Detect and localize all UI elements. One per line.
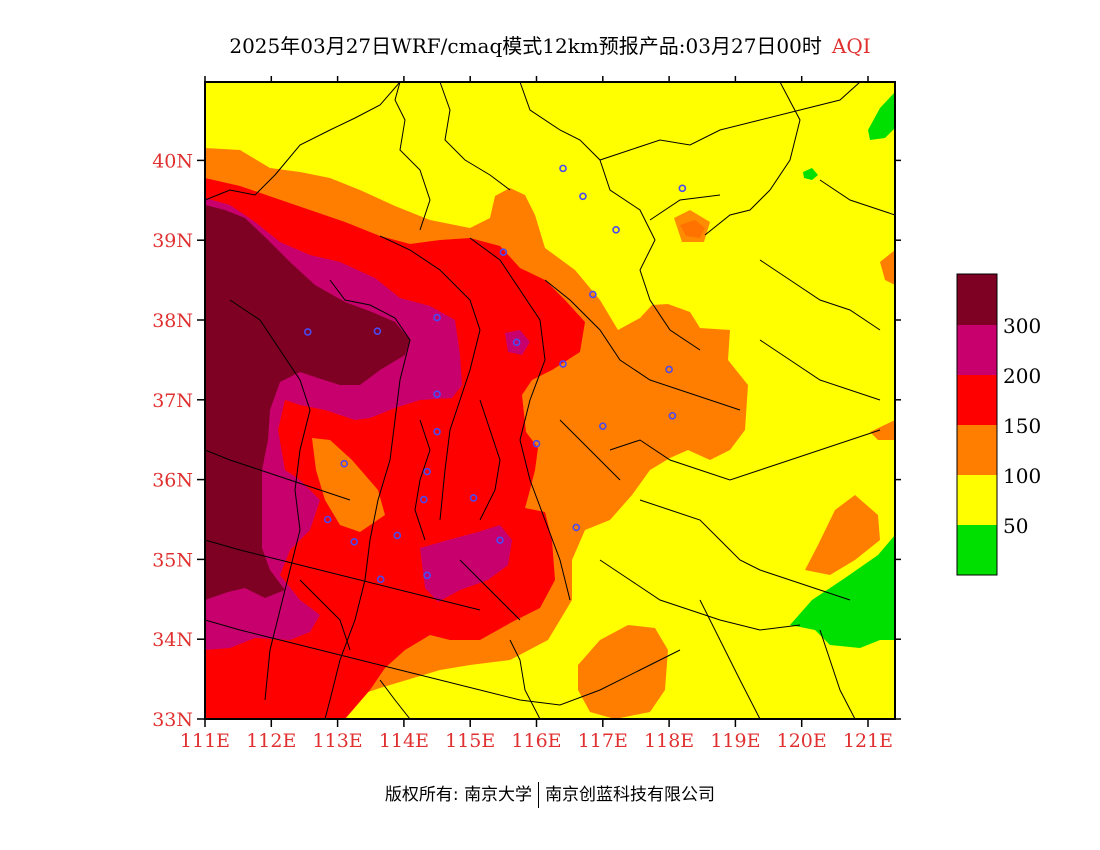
lon-label-118: 118E bbox=[644, 730, 694, 752]
legend-swatch-purple bbox=[957, 325, 997, 375]
legend-swatch-yellow bbox=[957, 475, 997, 525]
station-marker-24 bbox=[496, 536, 504, 545]
lon-label-112: 112E bbox=[246, 730, 296, 752]
aqi-zone-maroon bbox=[205, 205, 410, 600]
station-marker-18 bbox=[423, 467, 431, 476]
station-marker-0 bbox=[559, 164, 567, 173]
map-title: 2025年03月27日WRF/cmaq模式12km预报产品:03月27日00时 A… bbox=[0, 30, 1100, 59]
station-marker-16 bbox=[532, 439, 541, 448]
legend-label-50: 50 bbox=[1003, 514, 1028, 538]
station-marker-23 bbox=[350, 538, 358, 546]
aqi-legend: 300 200 150 100 50 bbox=[956, 273, 1041, 576]
lon-label-119: 119E bbox=[710, 730, 760, 752]
station-marker-4 bbox=[499, 248, 508, 256]
station-marker-7 bbox=[303, 328, 312, 336]
station-marker-26 bbox=[423, 571, 431, 580]
lat-label-35: 35N bbox=[152, 549, 193, 571]
legend-swatch-red bbox=[957, 375, 997, 425]
station-marker-10 bbox=[559, 360, 567, 368]
station-marker-20 bbox=[469, 494, 478, 502]
lat-label-36: 36N bbox=[152, 470, 193, 492]
lon-label-120: 120E bbox=[777, 730, 827, 752]
legend-frame bbox=[956, 273, 998, 576]
station-marker-5 bbox=[589, 290, 597, 299]
aqi-zone-green-3 bbox=[803, 168, 818, 180]
station-marker-8 bbox=[373, 327, 382, 335]
copyright-org2: 南京创蓝科技有限公司 bbox=[545, 785, 716, 805]
station-marker-21 bbox=[323, 515, 332, 524]
lon-label-121: 121E bbox=[843, 730, 893, 752]
lon-label-114: 114E bbox=[379, 730, 429, 752]
legend-label-300: 300 bbox=[1003, 314, 1041, 338]
copyright-org1: 南京大学 bbox=[464, 785, 533, 805]
lat-label-40: 40N bbox=[152, 150, 193, 172]
copyright-footer: 版权所有: 南京大学 南京创蓝科技有限公司 bbox=[0, 780, 1100, 808]
lon-label-116: 116E bbox=[511, 730, 561, 752]
station-marker-3 bbox=[612, 226, 620, 234]
legend-swatch-maroon bbox=[957, 274, 997, 325]
aqi-zone-purple-inner-1 bbox=[420, 525, 512, 602]
lon-label-117: 117E bbox=[578, 730, 628, 752]
station-marker-2 bbox=[678, 184, 687, 193]
station-marker-22 bbox=[393, 531, 402, 540]
station-marker-1 bbox=[579, 192, 587, 201]
station-marker-27 bbox=[376, 575, 385, 584]
admin-boundaries bbox=[205, 82, 895, 719]
aqi-zone-orange-south bbox=[578, 625, 668, 719]
title-main: 2025年03月27日WRF/cmaq模式12km预报产品:03月27日00时 bbox=[229, 34, 822, 58]
legend-swatch-green bbox=[957, 525, 997, 575]
lat-label-37: 37N bbox=[152, 390, 193, 412]
aqi-zone-orange-edge2 bbox=[870, 420, 895, 440]
lat-label-33: 33N bbox=[152, 709, 193, 731]
title-variable: AQI bbox=[831, 34, 871, 58]
station-markers bbox=[303, 164, 687, 584]
station-marker-15 bbox=[668, 411, 677, 420]
station-marker-17 bbox=[340, 459, 349, 468]
aqi-zone-orange-east bbox=[805, 495, 880, 575]
station-marker-25 bbox=[572, 523, 581, 532]
station-marker-6 bbox=[433, 313, 441, 322]
legend-label-150: 150 bbox=[1003, 414, 1041, 438]
station-marker-19 bbox=[419, 495, 428, 504]
lat-label-34: 34N bbox=[152, 629, 193, 651]
lon-label-113: 113E bbox=[313, 730, 363, 752]
aqi-zone-purple-inner-2 bbox=[505, 330, 530, 355]
lat-label-39: 39N bbox=[152, 230, 193, 252]
station-marker-11 bbox=[665, 365, 673, 374]
legend-label-200: 200 bbox=[1003, 364, 1041, 388]
legend-swatch-orange bbox=[957, 425, 997, 475]
station-marker-12 bbox=[433, 390, 441, 399]
aqi-zone-green-1 bbox=[790, 535, 895, 648]
aqi-zone-green-2 bbox=[868, 92, 895, 140]
lon-label-115: 115E bbox=[445, 730, 495, 752]
aqi-zone-orange-ring bbox=[674, 210, 710, 242]
aqi-zone-orange-edge1 bbox=[880, 250, 895, 285]
station-marker-9 bbox=[512, 338, 521, 347]
map-plot-area bbox=[205, 82, 895, 719]
lon-label-111: 111E bbox=[180, 730, 230, 752]
aqi-zone-orange-inner bbox=[312, 438, 385, 532]
station-marker-14 bbox=[598, 422, 607, 430]
copyright-separator bbox=[538, 782, 540, 808]
station-marker-13 bbox=[433, 427, 441, 436]
copyright-prefix: 版权所有: bbox=[384, 785, 459, 805]
legend-label-100: 100 bbox=[1003, 464, 1041, 488]
lat-label-38: 38N bbox=[152, 310, 193, 332]
